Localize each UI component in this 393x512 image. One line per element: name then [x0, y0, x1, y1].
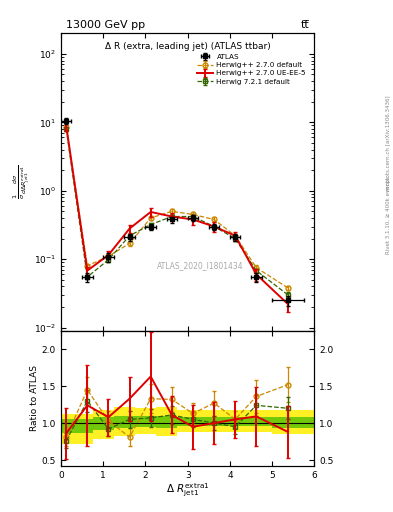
Text: mcplots.cern.ch [arXiv:1306.3436]: mcplots.cern.ch [arXiv:1306.3436] [386, 96, 391, 191]
Y-axis label: $\frac{1}{\sigma}\frac{d\sigma}{d\Delta R_{jet1}^{extra1}}$: $\frac{1}{\sigma}\frac{d\sigma}{d\Delta … [12, 164, 32, 200]
Legend: ATLAS, Herwig++ 2.7.0 default, Herwig++ 2.7.0 UE-EE-5, Herwig 7.2.1 default: ATLAS, Herwig++ 2.7.0 default, Herwig++ … [195, 52, 308, 87]
Text: Rivet 3.1.10, ≥ 400k events: Rivet 3.1.10, ≥ 400k events [386, 177, 391, 253]
Text: Δ R (extra, leading jet) (ATLAS ttbar): Δ R (extra, leading jet) (ATLAS ttbar) [105, 42, 270, 51]
Text: tt̅: tt̅ [301, 20, 309, 30]
Text: 13000 GeV pp: 13000 GeV pp [66, 20, 145, 30]
Text: ATLAS_2020_I1801434: ATLAS_2020_I1801434 [157, 261, 244, 270]
Y-axis label: Ratio to ATLAS: Ratio to ATLAS [30, 366, 39, 431]
X-axis label: $\Delta\ R_{\rm jet1}^{\rm extra1}$: $\Delta\ R_{\rm jet1}^{\rm extra1}$ [166, 481, 209, 499]
